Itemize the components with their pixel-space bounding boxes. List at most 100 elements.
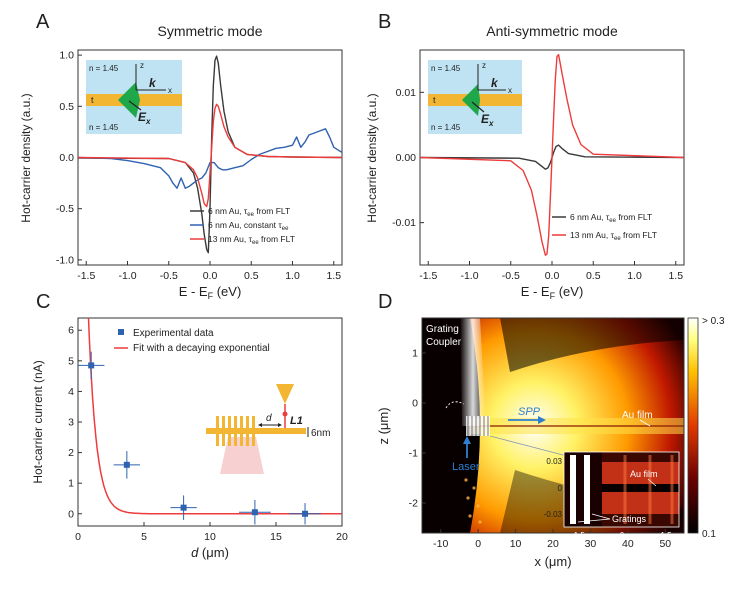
au-film-leader xyxy=(639,419,651,427)
panel-d-ticks: -10 0 10 20 30 40 50-2-101 xyxy=(409,348,672,551)
inset-b-k-label: k xyxy=(491,76,499,90)
inset-d-field-upper xyxy=(602,462,679,484)
inset-b-z-label: z xyxy=(482,61,486,70)
inset-d-film xyxy=(602,484,679,492)
inset-c-laser-cone xyxy=(220,437,264,474)
xtick-label: -1.5 xyxy=(77,270,95,282)
legend-c-points: Experimental data xyxy=(133,328,214,339)
panel-b: B Anti-symmetric mode -1.5 -1.0 -0.5 0.0 0.5… xyxy=(365,11,685,301)
panel-a-ylabel: Hot-carrier density (a.u.) xyxy=(19,93,33,222)
label-coupler: Coupler xyxy=(426,337,462,348)
ytick-label: 1.0 xyxy=(59,50,74,62)
xtick-label: -10 xyxy=(433,538,448,550)
ytick-label: 4 xyxy=(68,386,74,398)
inset-c-probe-tip xyxy=(276,384,294,404)
xtick-label: 1.5 xyxy=(326,270,341,282)
panel-d-xlabel: x (μm) xyxy=(534,554,571,569)
panel-a-xlabel: E - EF (eV) xyxy=(179,284,242,301)
inset-c-d-arrowhead-l xyxy=(258,423,262,427)
xtick-label: 1.0 xyxy=(627,270,642,282)
ytick-label: -2 xyxy=(409,498,418,510)
grating-bar-4 xyxy=(234,416,237,446)
inset-c-film xyxy=(206,428,306,434)
panel-letter-b: B xyxy=(378,11,391,33)
panel-letter-a: A xyxy=(36,11,50,33)
inset-d-ytick-mid: 0 xyxy=(558,484,563,493)
inset-d-frame xyxy=(563,451,680,528)
inset-c-thickness: 6nm xyxy=(311,428,330,439)
inset-a-n-bottom: n = 1.45 xyxy=(89,123,119,132)
heatmap-grating-lines xyxy=(467,416,489,436)
ytick-label: 1 xyxy=(412,348,418,360)
xtick-label: 1.5 xyxy=(668,270,683,282)
xtick-label: 1.0 xyxy=(285,270,300,282)
ytick-label: -1.0 xyxy=(56,254,74,266)
inset-b-e-arrow xyxy=(471,101,485,113)
ytick-label: 0.5 xyxy=(59,101,74,113)
data-point-4 xyxy=(302,510,309,517)
grating-bar-2 xyxy=(222,416,225,446)
colorbar-max-label: > 0.3 xyxy=(702,316,725,327)
ytick-label: 0.0 xyxy=(59,152,74,164)
speckle-2 xyxy=(472,486,476,490)
heatmap-dark-wedge-top xyxy=(500,318,684,372)
panel-c-inset: L1 d 6nm xyxy=(206,384,330,474)
xtick-label: -1.0 xyxy=(460,270,478,282)
inset-a-z-label: z xyxy=(140,61,144,70)
inset-d-xtick-left: -1.5 xyxy=(571,531,585,540)
inset-d-gratings-leader xyxy=(591,513,611,520)
ytick-label: 0 xyxy=(412,398,418,410)
panel-b-inset: n = 1.45 n = 1.45 t z x k Ex xyxy=(428,60,522,134)
ytick-label: -0.01 xyxy=(392,217,416,229)
xtick-label: 50 xyxy=(659,538,671,550)
panel-c-ylabel: Hot-carrier current (nA) xyxy=(31,360,45,483)
ytick-label: 6 xyxy=(68,325,74,337)
legend-c-swatch-points xyxy=(118,329,124,335)
inset-d-xtick-right: 1.5 xyxy=(660,531,672,540)
panel-c: C 0 5 10 15 20 0 1 2 3 4 5 6 d (μm) Hot-carrier cur… xyxy=(31,291,348,560)
xtick-label: 20 xyxy=(336,531,348,543)
inset-d-gratings-leader-2 xyxy=(577,518,611,523)
xtick-label: 10 xyxy=(204,531,216,543)
inset-d-xtick-mid: 0 xyxy=(620,531,625,540)
legend-b-black: 6 nm Au, τee from FLT xyxy=(570,212,652,224)
grating-bar-6 xyxy=(246,416,249,446)
heatmap-lower-speckle xyxy=(464,478,482,524)
speckle-1 xyxy=(464,478,468,482)
inset-d-ytick-bottom: -0.03 xyxy=(544,510,563,519)
series-line-1 xyxy=(78,128,342,189)
panel-c-points xyxy=(78,351,321,525)
inset-d-ytick-top: 0.03 xyxy=(546,457,562,466)
inset-d-gratings-label: Gratings xyxy=(612,514,647,524)
panel-letter-d: D xyxy=(378,291,392,313)
data-point-1 xyxy=(123,461,130,468)
inset-b-x-label: x xyxy=(508,86,512,95)
colorbar-min-label: 0.1 xyxy=(702,529,716,540)
inset-d-grating-zone xyxy=(564,452,602,527)
data-point-3 xyxy=(251,509,258,516)
xtick-label: 0.0 xyxy=(203,270,218,282)
inset-b-thickness: t xyxy=(433,95,436,105)
inset-d-grating-1 xyxy=(570,455,576,524)
series-line-1 xyxy=(420,53,684,256)
inset-b-n-top: n = 1.45 xyxy=(431,64,461,73)
inset-d-film-label: Au film xyxy=(630,469,658,479)
data-point-0 xyxy=(88,362,95,369)
panel-b-xlabel: E - EF (eV) xyxy=(521,284,584,301)
panel-a: A Symmetric mode -1.5 -1.0 -0.5 0.0 0.5 1.0 1.… xyxy=(19,11,343,301)
speckle-6 xyxy=(478,520,482,524)
panel-d: D xyxy=(376,291,725,569)
panel-a-inset: n = 1.45 n = 1.45 t z x k Ex xyxy=(86,60,182,134)
panel-d-inset: Au film Gratings 0.03 0 -0.03 -1.5 0 1.5 xyxy=(544,451,680,540)
inset-a-k-label: k xyxy=(149,76,157,90)
xtick-label: -1.5 xyxy=(419,270,437,282)
ytick-label: 5 xyxy=(68,355,74,367)
colorbar xyxy=(687,317,699,534)
ytick-label: -1 xyxy=(409,448,418,460)
inset-a-field-lobe xyxy=(118,82,140,118)
inset-a-x-label: x xyxy=(168,86,172,95)
grating-bar-7 xyxy=(252,416,255,446)
inset-d-field-lower xyxy=(602,492,679,514)
label-laser: Laser xyxy=(452,461,480,473)
